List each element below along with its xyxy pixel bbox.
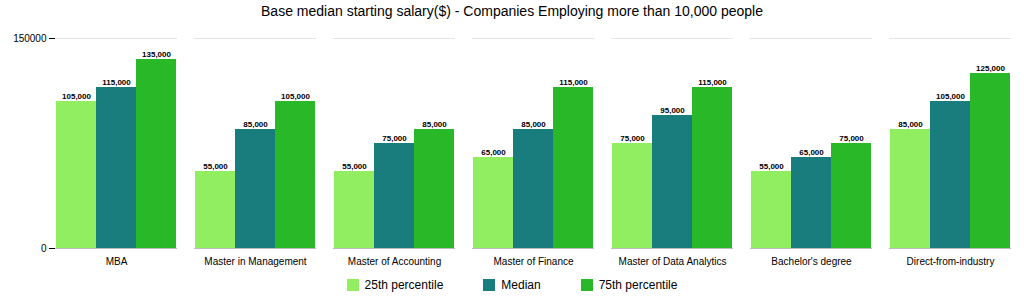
svg-text:125,000: 125,000 bbox=[976, 64, 1005, 73]
svg-text:115,000: 115,000 bbox=[559, 78, 588, 87]
html-text:Median: Median bbox=[501, 278, 541, 292]
svg-text:85,000: 85,000 bbox=[243, 120, 268, 129]
svg-text:75,000: 75,000 bbox=[620, 134, 645, 143]
svg-text:Master in Management: Master in Management bbox=[204, 256, 306, 267]
svg-text:95,000: 95,000 bbox=[660, 106, 685, 115]
svg-text:85,000: 85,000 bbox=[422, 120, 447, 129]
svg-text:135,000: 135,000 bbox=[142, 50, 171, 59]
svg-text:105,000: 105,000 bbox=[62, 92, 91, 101]
svg-text:Bachelor's degree: Bachelor's degree bbox=[771, 256, 852, 267]
html-text:25th percentile: 25th percentile bbox=[364, 278, 444, 292]
svg-text:0: 0 bbox=[41, 243, 47, 254]
svg-text:75,000: 75,000 bbox=[382, 134, 407, 143]
svg-text:85,000: 85,000 bbox=[521, 120, 546, 129]
svg-text:55,000: 55,000 bbox=[342, 162, 367, 171]
svg-text:115,000: 115,000 bbox=[698, 78, 727, 87]
svg-text:115,000: 115,000 bbox=[102, 78, 131, 87]
svg-text:85,000: 85,000 bbox=[898, 120, 923, 129]
svg-text:105,000: 105,000 bbox=[936, 92, 965, 101]
svg-text:Master of Finance: Master of Finance bbox=[493, 256, 573, 267]
svg-text:55,000: 55,000 bbox=[759, 162, 784, 171]
svg-text:65,000: 65,000 bbox=[799, 148, 824, 157]
svg-text:Master of Data Analytics: Master of Data Analytics bbox=[619, 256, 727, 267]
svg-text:Direct-from-industry: Direct-from-industry bbox=[907, 256, 995, 267]
svg-text:105,000: 105,000 bbox=[281, 92, 310, 101]
html-text:75th percentile: 75th percentile bbox=[598, 278, 678, 292]
svg-text:150000: 150000 bbox=[13, 33, 47, 44]
svg-text:MBA: MBA bbox=[106, 256, 128, 267]
svg-text:55,000: 55,000 bbox=[203, 162, 228, 171]
svg-text:Master of Accounting: Master of Accounting bbox=[348, 256, 441, 267]
svg-text:75,000: 75,000 bbox=[839, 134, 864, 143]
svg-text:65,000: 65,000 bbox=[481, 148, 506, 157]
html-text:Base median starting salary($): Base median starting salary($) - Compani… bbox=[261, 3, 763, 19]
